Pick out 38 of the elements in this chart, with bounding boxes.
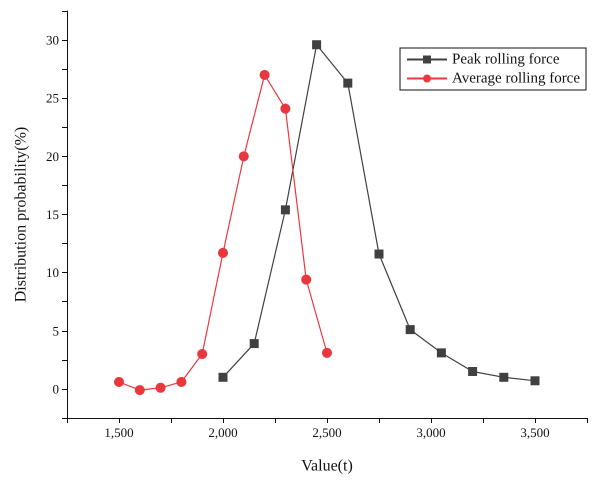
point xyxy=(238,151,249,162)
point xyxy=(436,348,446,358)
point xyxy=(114,376,124,387)
x-tick-label: 1,500 xyxy=(104,425,134,440)
x-axis-title: Value(t) xyxy=(301,458,353,474)
legend-label: Peak rolling force xyxy=(452,52,560,68)
point xyxy=(134,385,145,396)
point xyxy=(406,325,415,334)
point xyxy=(176,376,186,387)
y-tick-label: 15 xyxy=(46,207,59,222)
point xyxy=(250,339,259,348)
point xyxy=(530,376,540,386)
point xyxy=(260,70,270,80)
point xyxy=(468,366,478,376)
point xyxy=(301,274,312,285)
point xyxy=(218,248,228,258)
y-tick-label: 5 xyxy=(52,323,59,338)
y-tick-label: 25 xyxy=(46,90,59,106)
y-tick-label: 30 xyxy=(46,32,59,48)
x-tick-label: 3,500 xyxy=(520,425,550,440)
point xyxy=(280,205,290,214)
y-axis-title: Distribution probability(%) xyxy=(12,126,30,302)
point xyxy=(197,349,208,360)
point xyxy=(343,78,352,88)
point xyxy=(280,104,290,114)
x-tick-label: 2,000 xyxy=(208,425,238,440)
point xyxy=(374,250,384,259)
point xyxy=(322,348,332,358)
legend-label: Average rolling force xyxy=(452,70,580,86)
y-tick-label: 20 xyxy=(46,148,59,164)
x-tick-label: 3,000 xyxy=(416,425,446,440)
point xyxy=(499,372,508,382)
point xyxy=(218,372,228,382)
point xyxy=(312,40,322,50)
point xyxy=(156,382,166,393)
y-tick-label: 0 xyxy=(52,381,59,396)
x-tick-label: 2,500 xyxy=(312,425,342,440)
y-tick-label: 10 xyxy=(46,265,59,280)
